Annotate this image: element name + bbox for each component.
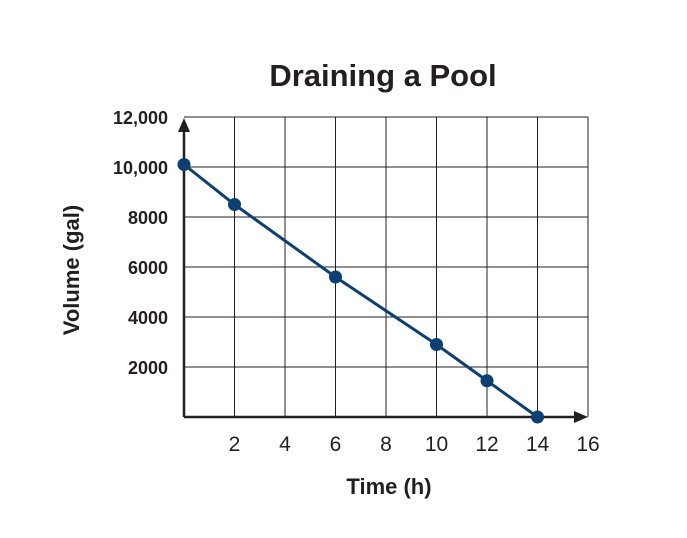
x-tick-label: 6 [330,433,342,456]
x-tick-label: 16 [576,433,599,456]
y-axis-label: Volume (gal) [59,205,84,335]
x-tick-label: 14 [526,433,550,456]
data-point [177,158,191,171]
data-point [430,338,443,351]
axes [178,118,588,423]
x-tick-label: 8 [380,433,392,456]
y-tick-labels: 2000 4000 6000 8000 10,000 12,000 [113,108,168,378]
x-tick-label: 12 [475,433,498,456]
data-point [480,374,494,388]
x-tick-label: 10 [425,433,448,456]
x-axis-arrow [574,411,588,423]
data-point [531,410,544,424]
y-tick-label: 10,000 [113,158,168,178]
x-tick-label: 2 [229,433,241,456]
y-tick-label: 4000 [128,308,168,328]
x-axis-label: Time (h) [346,474,431,499]
y-tick-label: 2000 [128,358,168,378]
series-line [183,163,539,419]
x-tick-labels: 2 4 6 8 10 12 14 16 [229,433,600,456]
x-tick-label: 4 [279,433,291,456]
grid [184,116,589,417]
y-tick-label: 12,000 [113,108,168,128]
data-point [329,270,342,284]
y-tick-label: 6000 [128,258,168,278]
y-tick-label: 8000 [128,208,168,228]
data-series [177,158,544,424]
chart-title: Draining a Pool [269,58,496,93]
data-point [228,198,241,211]
y-axis-arrow [178,118,190,132]
